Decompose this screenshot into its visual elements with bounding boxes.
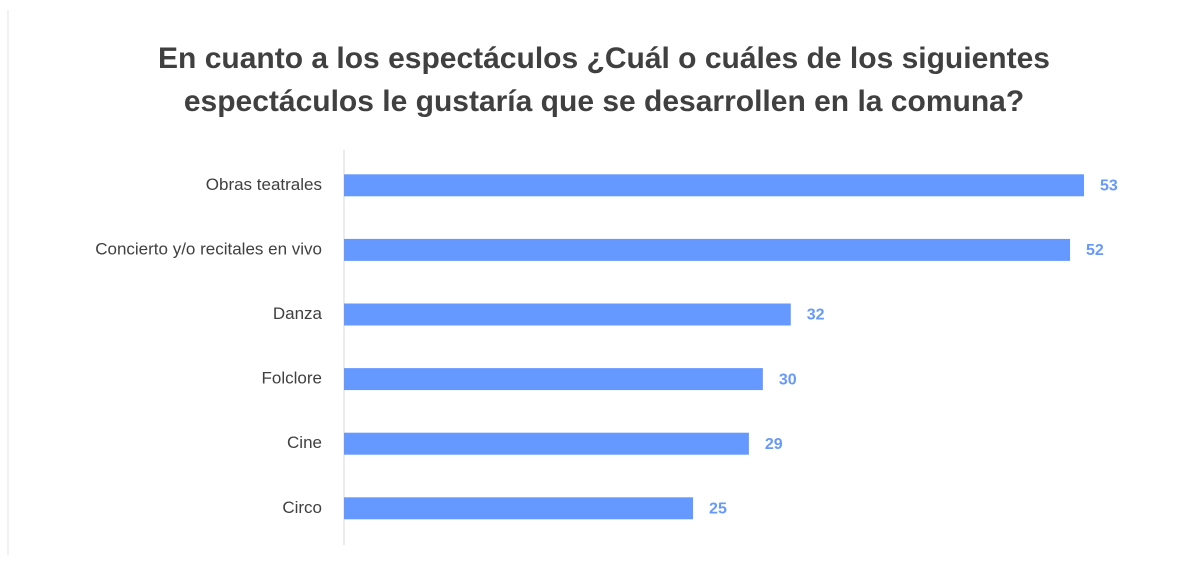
bar [344, 303, 791, 326]
category-label: Circo [282, 498, 322, 517]
category-label: Folclore [262, 369, 322, 388]
category-label: Obras teatrales [206, 175, 322, 194]
value-label: 52 [1086, 242, 1104, 259]
value-label: 29 [765, 436, 783, 453]
value-label: 53 [1100, 178, 1118, 195]
value-label: 25 [709, 501, 727, 518]
bar [344, 238, 1071, 261]
bar [344, 174, 1084, 197]
value-label: 32 [807, 307, 825, 324]
category-label: Danza [273, 304, 323, 323]
bar [344, 432, 749, 455]
value-label: 30 [779, 371, 797, 388]
chart-title: En cuanto a los espectáculos ¿Cuál o cuá… [158, 42, 1050, 75]
bar [344, 497, 694, 520]
category-label: Concierto y/o recitales en vivo [95, 239, 322, 258]
category-label: Cine [287, 433, 322, 452]
bar [344, 368, 763, 391]
chart-title: espectáculos le gustaría que se desarrol… [184, 85, 1024, 118]
